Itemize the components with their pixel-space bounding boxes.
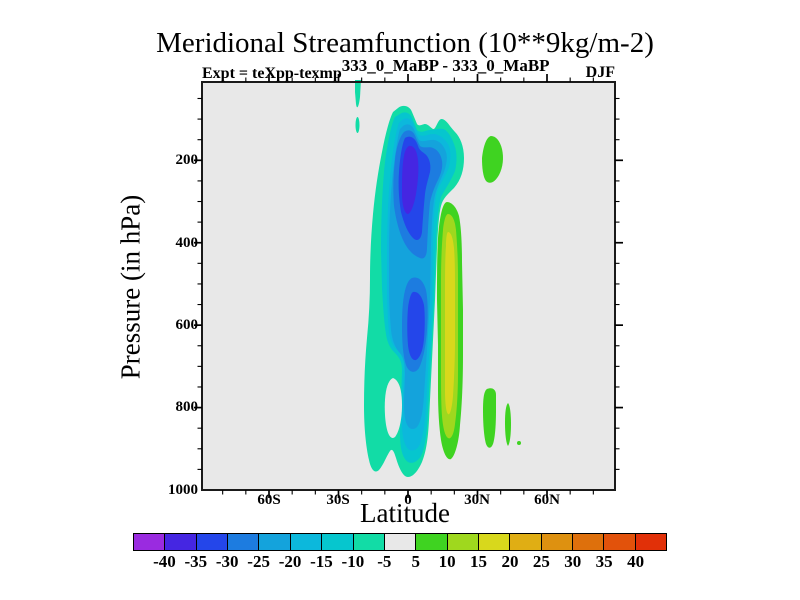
colorbar-tick-label: 40 xyxy=(627,552,645,571)
season-label: DJF xyxy=(585,64,615,81)
y-tick-label: 600 xyxy=(175,317,199,333)
contour-positive-column-15 xyxy=(445,232,455,415)
colorbar-labels: -40 -35 -30 -25 -20 -15 -10 -5 5 10 15 20 25 30 35 40 xyxy=(133,552,667,572)
x-tick-label: 30S xyxy=(326,492,350,508)
colorbar-tick-label: 25 xyxy=(532,552,550,571)
colorbar-cell xyxy=(604,534,636,550)
colorbar-cell xyxy=(165,534,197,550)
colorbar-cell xyxy=(635,534,667,550)
colorbar-cell xyxy=(290,534,323,550)
colorbar-tick-label: 20 xyxy=(501,552,519,571)
colorbar-cell xyxy=(196,534,229,550)
colorbar-cell xyxy=(541,534,574,550)
colorbar-tick-label: 5 xyxy=(411,552,420,571)
contour-low-positive-blob-b xyxy=(505,403,511,446)
x-tick-label: 60S xyxy=(257,492,281,508)
colorbar-tick-label: -30 xyxy=(215,552,239,571)
experiment-text: Expt = teXpp-texmp xyxy=(202,65,342,82)
contour-neutral-hole xyxy=(384,378,402,438)
axis-ticks xyxy=(194,74,623,498)
colorbar-tick-label: -15 xyxy=(310,552,333,571)
y-tick-label: 1000 xyxy=(168,482,198,498)
colorbar-cell xyxy=(322,534,354,550)
experiment-superscript: 333_0_MaBP - 333_0_MaBP xyxy=(341,56,550,75)
contour-upper-positive-blob xyxy=(482,136,503,183)
y-tick-label: 200 xyxy=(175,152,199,168)
colorbar-tick-label: -5 xyxy=(377,552,392,571)
contour-upper-negative-streak xyxy=(355,80,361,108)
colorbar-tick-label: -40 xyxy=(153,552,176,571)
contour-upper-negative-speck xyxy=(355,117,360,133)
colorbar-tick-label: 10 xyxy=(438,552,456,571)
colorbar-cell xyxy=(447,534,479,550)
colorbar-cell xyxy=(510,534,542,550)
colorbar-tick-label: 35 xyxy=(595,552,613,571)
colorbar-tick-label: 15 xyxy=(470,552,488,571)
chart-title: Meridional Streamfunction (10**9kg/m-2) xyxy=(156,27,654,59)
colorbar-cell xyxy=(384,534,417,550)
contour-low-positive-blob-a xyxy=(483,388,496,448)
colorbar-tick-label: 30 xyxy=(564,552,582,571)
y-tick-label: 400 xyxy=(175,235,199,251)
contour-negative-core-35 xyxy=(402,145,419,214)
colorbar-cell xyxy=(478,534,511,550)
colorbar-tick-label: -20 xyxy=(278,552,302,571)
x-tick-label: 30N xyxy=(464,492,490,508)
colorbar-tick-label: -25 xyxy=(247,552,270,571)
colorbar-tick-label: -10 xyxy=(341,552,365,571)
y-tick-label: 800 xyxy=(175,399,199,415)
contour-low-positive-speck xyxy=(517,441,521,445)
colorbar-cell xyxy=(228,534,260,550)
y-axis-title: Pressure (in hPa) xyxy=(115,194,146,380)
x-tick-label: 60N xyxy=(534,492,560,508)
contour-negative-core-lower-30 xyxy=(407,291,425,361)
x-axis-title: Latitude xyxy=(360,498,450,528)
colorbar-cell xyxy=(573,534,605,550)
experiment-label: Expt = teXpp-texmp333_0_MaBP - 333_0_MaB… xyxy=(202,56,550,83)
colorbar-cell xyxy=(353,534,385,550)
colorbar-cell xyxy=(259,534,291,550)
colorbar-cell xyxy=(416,534,448,550)
x-tick-label: 0 xyxy=(404,492,412,508)
colorbar xyxy=(133,533,667,551)
colorbar-cell xyxy=(134,534,166,550)
colorbar-tick-label: -35 xyxy=(184,552,208,571)
